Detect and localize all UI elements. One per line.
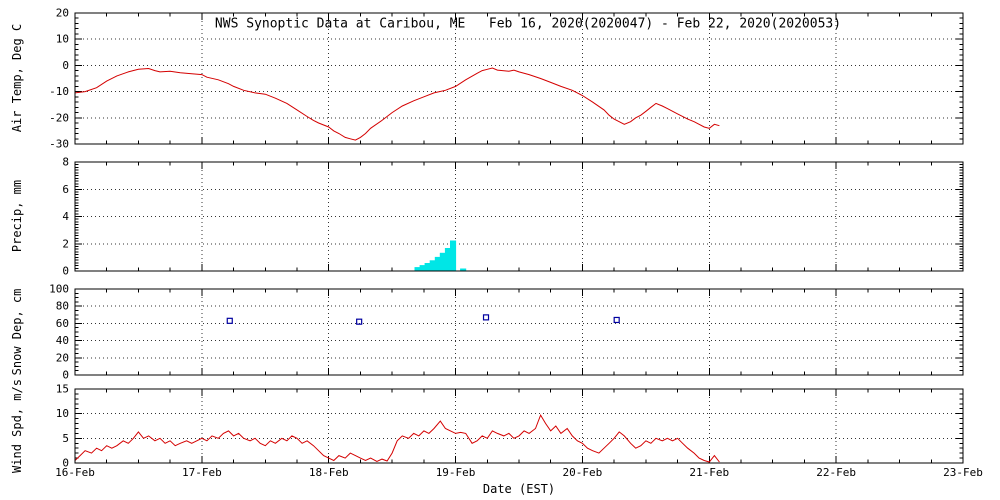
y-tick-label: 6 [62,183,69,196]
bar-precip [444,248,451,272]
bar-precip [439,252,446,272]
bar-precip [419,265,426,272]
y-tick-label: 10 [56,407,69,420]
y-tick-label: 4 [62,210,69,223]
marker-snow-depth [356,318,363,325]
bar-precip [450,240,457,272]
y-tick-label: 5 [62,432,69,445]
marker-snow-depth [613,316,620,324]
y-tick-label: 8 [62,156,69,169]
y-tick-label: 15 [56,383,69,396]
y-tick-label: 100 [49,283,69,296]
panel-frame [74,12,964,145]
x-tick-label: 19-Feb [436,466,476,479]
y-tick-label: 40 [56,334,69,347]
y-tick-label: 2 [62,237,69,250]
y-tick-label: -10 [49,85,69,98]
panel-air-temp: -30 -20 -10 0 10 20 [49,7,964,151]
xlabel-date: Date (EST) [482,482,556,496]
series-wind-speed [74,413,720,463]
panel-frame [74,388,964,464]
ylabel-snow-depth: Snow Dep, cm [10,288,24,376]
y-tick-label: 0 [62,369,69,382]
ylabel-air-temp: Air Temp, Deg C [10,23,24,133]
y-tick-label: -30 [49,138,69,151]
bar-precip [414,267,421,272]
panel-frame [74,161,964,272]
x-tick-label: 23-Feb [943,466,983,479]
x-tick-label: 18-Feb [309,466,349,479]
series-air-temp [74,67,720,141]
ylabel-precip: Precip, mm [10,179,24,253]
x-tick-label: 17-Feb [182,466,222,479]
marker-snow-depth [226,317,233,324]
bar-precip [434,256,441,272]
y-tick-label: 10 [56,33,69,46]
bar-precip [429,260,436,272]
ylabel-wind-speed: Wind Spd, m/s [10,379,24,473]
x-tick-label: 16-Feb [55,466,95,479]
y-tick-label: 20 [56,7,69,20]
y-tick-label: 0 [62,265,69,278]
bar-precip [424,263,431,272]
marker-snow-depth [482,314,490,321]
panel-wind-speed: 0 5 10 15 16-Feb 17-Feb 18-Feb 19-Feb 20-Feb 21-F… [55,383,983,480]
panel-snow-depth: 0 20 40 60 80 100 [49,283,964,382]
y-tick-label: 0 [62,59,69,72]
x-tick-label: 21-Feb [689,466,729,479]
x-tick-label: 20-Feb [563,466,603,479]
chart-title: NWS Synoptic Data at Caribou, ME Feb 16,… [214,16,842,32]
y-tick-label: -20 [49,111,69,124]
x-tick-label: 22-Feb [816,466,856,479]
y-tick-label: 80 [56,300,69,313]
panel-precip: 0 2 4 6 8 [62,156,964,278]
panel-frame [74,288,964,376]
y-tick-label: 20 [56,351,69,364]
y-tick-label: 0 [62,457,69,470]
y-tick-label: 60 [56,317,69,330]
